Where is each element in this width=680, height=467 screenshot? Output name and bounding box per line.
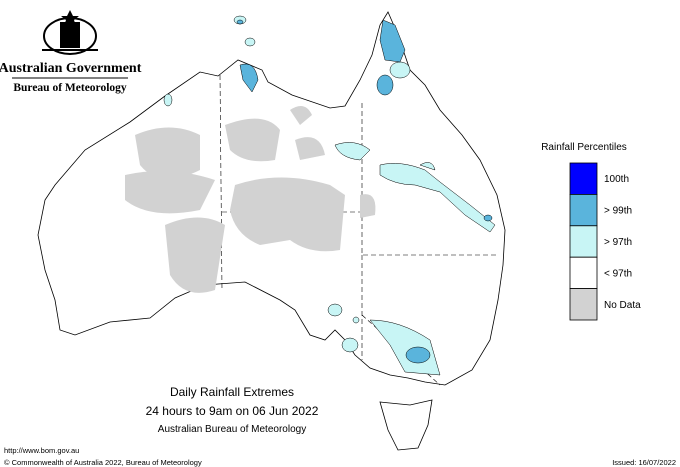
map [37,11,506,451]
legend-swatch [569,193,598,227]
footer-copyright: © Commonwealth of Australia 2022, Bureau… [4,458,202,467]
footer-issued: Issued: 16/07/2022 [612,458,676,467]
legend-label: > 97th [604,237,632,248]
caption-source: Australian Bureau of Meteorology [158,424,306,435]
no-data-areas [125,106,376,293]
agency: Australian Government [0,61,142,76]
bureau: Bureau of Meteorology [13,82,127,94]
footer-url: http://www.bom.gov.au [4,446,79,455]
crest [42,10,98,55]
tasmania [379,399,433,451]
legend-swatch [569,225,598,258]
legend-swatch [569,288,598,321]
legend-label: < 97th [604,268,632,279]
above-99th-areas [236,19,493,364]
caption-title: Daily Rainfall Extremes [170,385,294,399]
legend-swatch [569,256,598,290]
legend-label: No Data [604,300,641,311]
legend-swatch [569,162,598,195]
caption-subtitle: 24 hours to 9am on 06 Jun 2022 [146,404,319,418]
legend-title: Rainfall Percentiles [541,142,627,153]
legend: 100th > 99th > 97th < 97th No Data [569,162,641,321]
legend-label: > 99th [604,206,632,217]
legend-label: 100th [604,174,629,185]
